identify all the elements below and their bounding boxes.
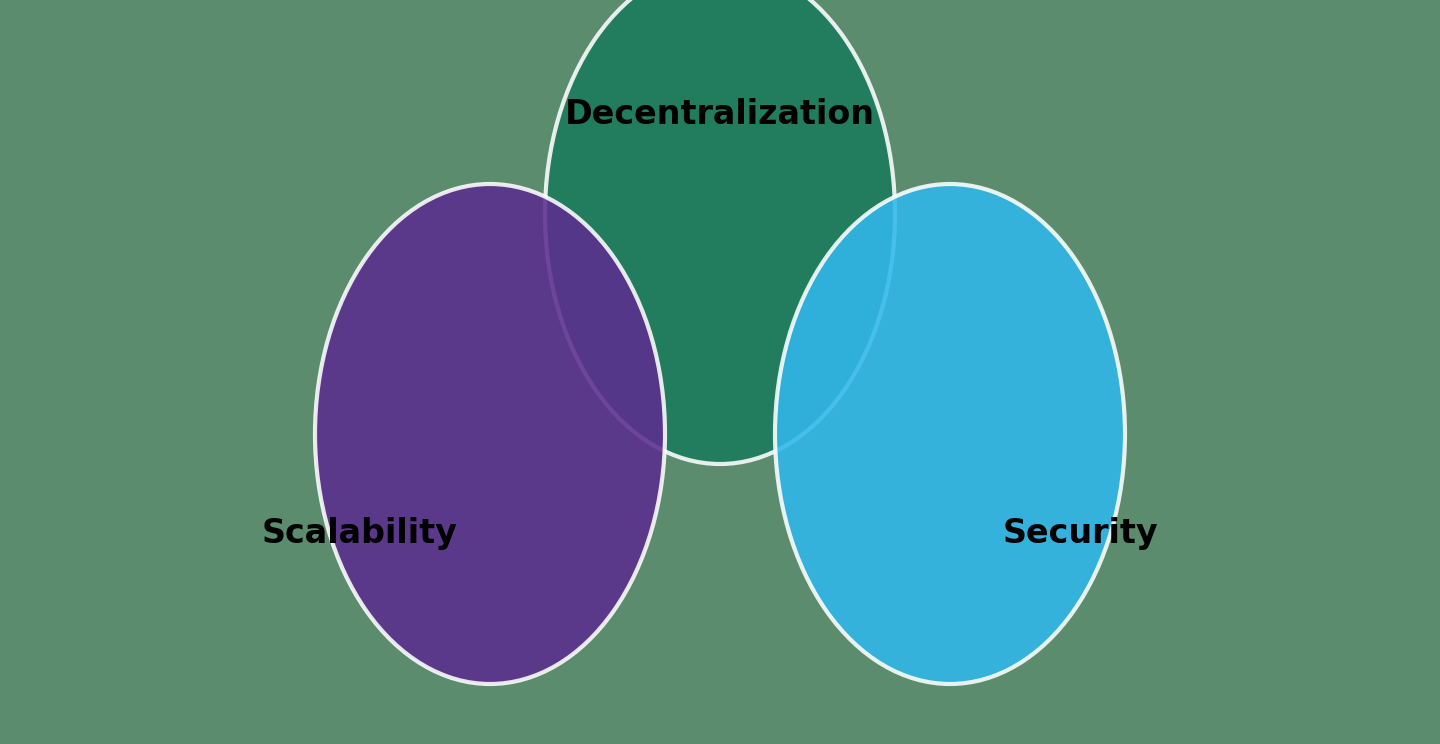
Ellipse shape	[775, 184, 1125, 684]
Ellipse shape	[315, 184, 665, 684]
Text: Scalability: Scalability	[262, 518, 458, 551]
Ellipse shape	[544, 0, 896, 464]
Text: Decentralization: Decentralization	[564, 97, 876, 130]
Text: Security: Security	[1002, 518, 1158, 551]
